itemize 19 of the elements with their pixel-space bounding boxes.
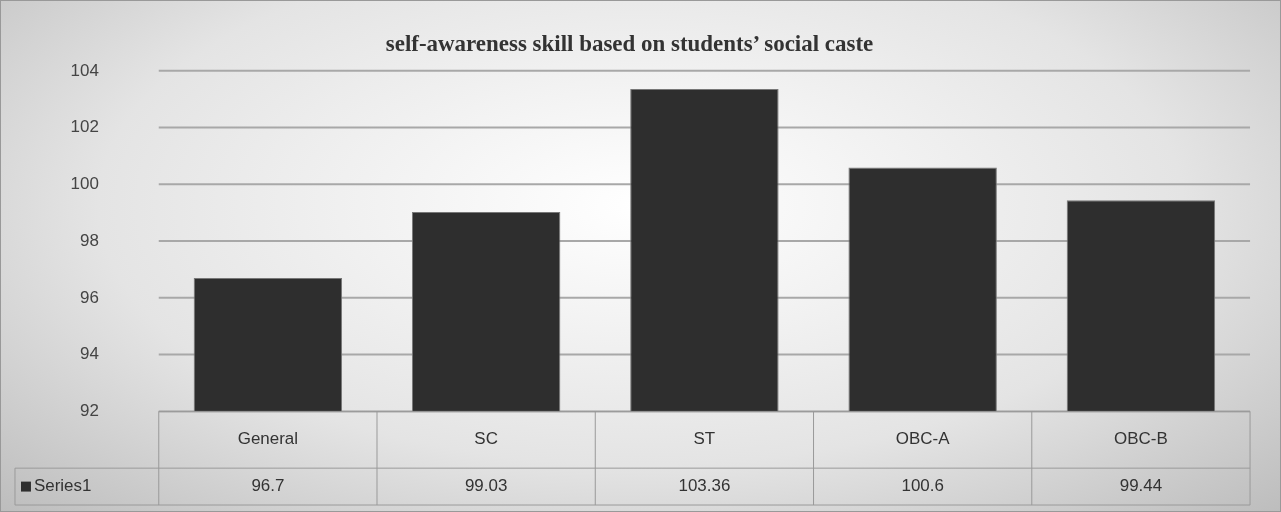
x-tick-label: SC: [474, 429, 498, 449]
y-tick-label: 100: [70, 174, 99, 194]
x-tick-label: OBC-B: [1114, 429, 1168, 449]
x-tick-label: General: [237, 429, 299, 449]
data-label: 100.6: [901, 476, 944, 496]
y-tick-label: 98: [79, 230, 99, 250]
legend-label: Series1: [33, 476, 92, 496]
chart-title: self-awareness skill based on students’ social caste: [385, 31, 874, 57]
y-tick-label: 92: [79, 401, 99, 421]
y-tick-label: 94: [79, 344, 99, 364]
y-tick-label: 102: [70, 117, 99, 137]
x-tick-label: ST: [693, 429, 716, 449]
data-label: 96.7: [251, 476, 285, 496]
data-label: 99.44: [1119, 476, 1163, 496]
x-tick-label: OBC-A: [895, 429, 951, 449]
data-label: 99.03: [464, 476, 508, 496]
data-label: 103.36: [678, 476, 731, 496]
y-tick-label: 96: [79, 287, 99, 307]
y-tick-label: 104: [70, 60, 99, 80]
